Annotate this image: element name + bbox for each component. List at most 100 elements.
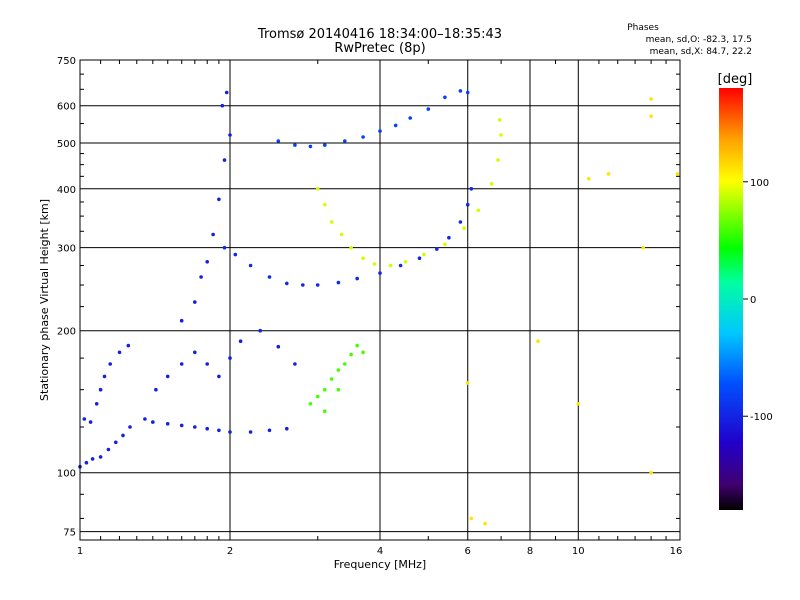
data-point xyxy=(233,252,238,257)
data-point xyxy=(205,362,209,366)
x-tick-label: 8 xyxy=(527,546,533,557)
data-point xyxy=(293,362,297,366)
data-point xyxy=(94,402,99,406)
data-point xyxy=(217,197,221,202)
data-point xyxy=(378,129,382,133)
plot-frame xyxy=(79,59,681,541)
data-point xyxy=(323,387,327,392)
data-point xyxy=(228,133,232,137)
y-tick-label: 100 xyxy=(57,469,76,480)
data-points xyxy=(78,89,680,526)
data-point xyxy=(248,263,253,268)
data-point xyxy=(417,256,422,261)
data-point xyxy=(378,271,382,275)
data-point xyxy=(205,426,209,431)
data-point xyxy=(276,139,281,143)
data-point xyxy=(496,158,500,162)
y-axis: 75 100 200 300 400 500 600 750 xyxy=(57,56,680,539)
data-point xyxy=(576,402,581,406)
x-axis: 1 2 4 6 8 10 16 xyxy=(77,60,682,557)
data-point xyxy=(301,283,305,287)
stats-x-line: mean, sd,X: 84.7, 22.2 xyxy=(650,47,752,57)
data-point xyxy=(267,428,272,433)
data-point xyxy=(193,350,197,355)
data-point xyxy=(476,208,481,213)
data-point xyxy=(114,440,118,445)
y-tick-label: 600 xyxy=(57,102,76,113)
x-axis-label: Frequency [MHz] xyxy=(334,558,426,571)
data-point xyxy=(343,362,347,366)
data-point xyxy=(388,263,393,268)
data-point xyxy=(165,422,170,426)
data-point xyxy=(462,226,466,230)
data-point xyxy=(108,362,112,366)
colorbar-tick-label: 0 xyxy=(750,295,756,306)
data-point xyxy=(349,352,353,357)
data-point xyxy=(649,470,653,475)
data-point xyxy=(499,133,503,137)
y-axis-label: Stationary phase Virtual Height [km] xyxy=(38,199,51,401)
data-point xyxy=(217,374,221,379)
data-point xyxy=(497,118,502,122)
data-point xyxy=(308,144,313,149)
data-point xyxy=(361,135,365,139)
data-point xyxy=(343,139,347,143)
data-point xyxy=(88,420,93,424)
data-point xyxy=(199,275,203,279)
data-point xyxy=(179,362,184,366)
data-point xyxy=(193,425,197,429)
data-point xyxy=(465,202,470,207)
data-point xyxy=(641,245,645,250)
data-point xyxy=(458,89,463,93)
data-point xyxy=(329,220,334,224)
data-point xyxy=(349,245,353,250)
data-point xyxy=(179,423,184,428)
data-point xyxy=(228,356,232,360)
chart-title: Tromsø 20140416 18:34:00–18:35:43 xyxy=(257,27,502,42)
y-tick-label: 75 xyxy=(63,528,76,539)
data-point xyxy=(426,107,431,111)
y-tick-label: 300 xyxy=(57,244,76,255)
data-point xyxy=(483,521,487,526)
data-point xyxy=(536,339,540,344)
data-point xyxy=(193,300,197,304)
data-point xyxy=(435,247,439,251)
data-point xyxy=(465,90,470,95)
data-point xyxy=(372,262,377,266)
y-tick-label: 400 xyxy=(57,185,76,196)
colorbar xyxy=(719,88,743,510)
data-point xyxy=(649,114,653,118)
data-point xyxy=(393,123,398,128)
data-point xyxy=(323,143,327,147)
data-point xyxy=(469,516,474,521)
data-point xyxy=(443,95,447,100)
data-point xyxy=(222,245,227,250)
data-point xyxy=(329,377,334,381)
y-tick-label: 500 xyxy=(57,139,76,150)
data-point xyxy=(106,447,111,452)
y-tick-label: 200 xyxy=(57,327,76,338)
data-point xyxy=(587,177,591,181)
data-point xyxy=(315,187,320,191)
data-point xyxy=(276,344,281,349)
data-point xyxy=(121,433,125,438)
data-point xyxy=(398,263,403,268)
data-point xyxy=(403,260,408,264)
data-point xyxy=(422,252,426,257)
grid xyxy=(79,59,681,540)
x-tick-label: 4 xyxy=(377,546,383,557)
data-point xyxy=(248,430,253,434)
y-tick-label: 750 xyxy=(57,56,76,67)
data-point xyxy=(90,457,95,461)
data-point xyxy=(355,276,360,281)
data-point xyxy=(469,187,474,191)
data-point xyxy=(143,417,147,421)
data-point xyxy=(675,172,680,176)
data-point xyxy=(465,381,470,385)
data-point xyxy=(293,143,297,147)
data-point xyxy=(117,350,122,355)
data-point xyxy=(355,343,360,348)
data-point xyxy=(126,343,131,348)
data-point xyxy=(154,387,158,392)
data-point xyxy=(361,256,365,261)
